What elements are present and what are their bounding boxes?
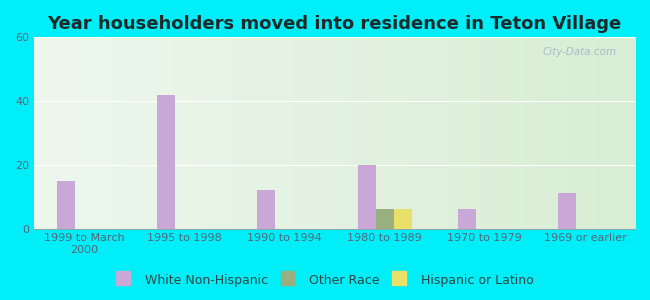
Bar [257, 190, 276, 229]
Legend: White Non-Hispanic, Other Race, Hispanic or Latino: White Non-Hispanic, Other Race, Hispanic… [112, 270, 538, 291]
Bar [57, 181, 75, 229]
Bar [157, 95, 176, 229]
Bar [358, 165, 376, 229]
Bar [376, 209, 394, 229]
Bar [558, 194, 576, 229]
Bar [458, 209, 476, 229]
Bar [394, 209, 411, 229]
Text: City-Data.com: City-Data.com [543, 47, 617, 57]
Title: Year householders moved into residence in Teton Village: Year householders moved into residence i… [47, 15, 621, 33]
